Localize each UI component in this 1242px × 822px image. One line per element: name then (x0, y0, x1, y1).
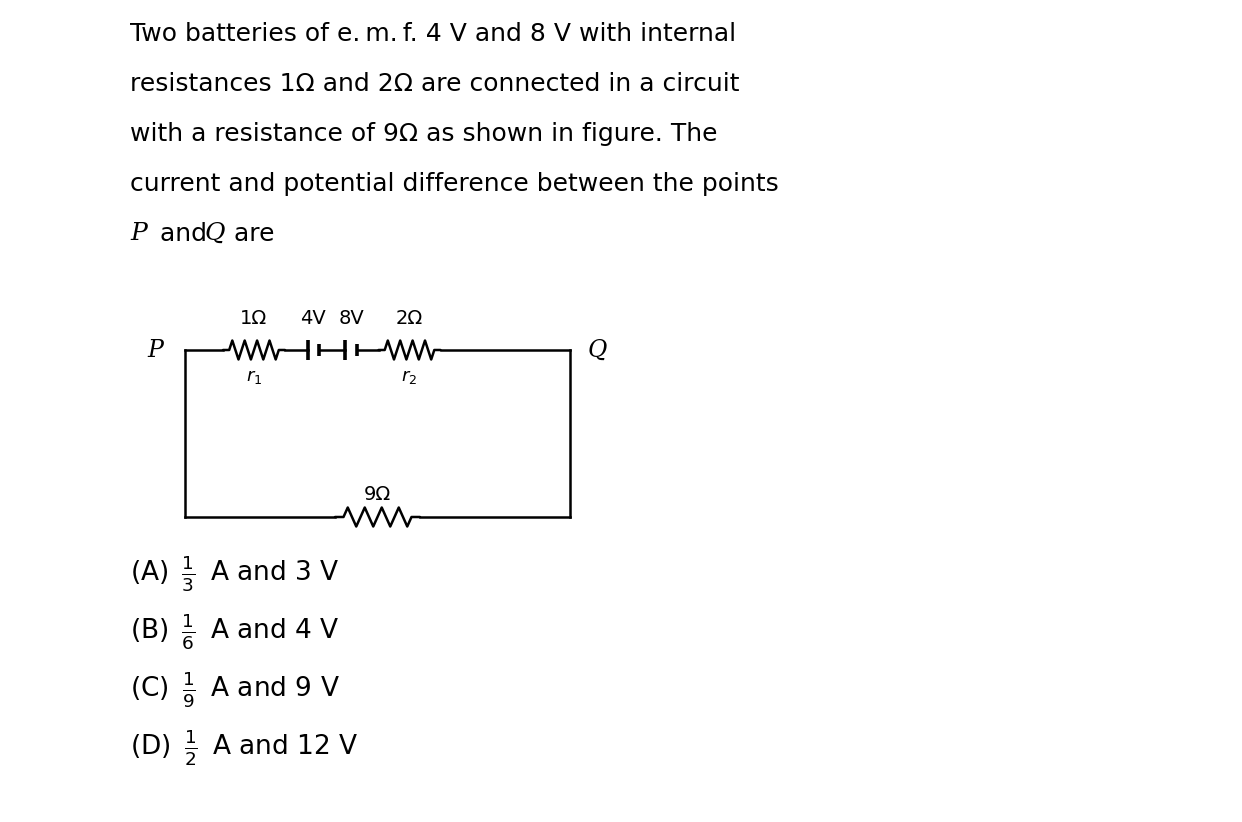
Text: are: are (226, 222, 274, 246)
Text: Q: Q (587, 339, 607, 362)
Text: (C) $\frac{1}{9}$ A and 9 V: (C) $\frac{1}{9}$ A and 9 V (130, 670, 340, 710)
Text: resistances 1Ω and 2Ω are connected in a circuit: resistances 1Ω and 2Ω are connected in a… (130, 72, 739, 96)
Text: current and potential difference between the points: current and potential difference between… (130, 172, 779, 196)
Text: Q: Q (204, 222, 225, 245)
Text: P: P (147, 339, 163, 362)
Text: 4V: 4V (301, 309, 325, 328)
Text: (B) $\frac{1}{6}$ A and 4 V: (B) $\frac{1}{6}$ A and 4 V (130, 612, 339, 652)
Text: 8V: 8V (338, 309, 364, 328)
Text: Two batteries of e. m. f. 4 V and 8 V with internal: Two batteries of e. m. f. 4 V and 8 V wi… (130, 22, 737, 46)
Text: 9Ω: 9Ω (364, 485, 391, 504)
Text: (D) $\frac{1}{2}$ A and 12 V: (D) $\frac{1}{2}$ A and 12 V (130, 728, 359, 769)
Text: 1Ω: 1Ω (241, 309, 267, 328)
Text: and: and (152, 222, 215, 246)
Text: $r_1$: $r_1$ (246, 368, 262, 386)
Text: with a resistance of 9Ω as shown in figure. The: with a resistance of 9Ω as shown in figu… (130, 122, 718, 146)
Text: (A) $\frac{1}{3}$ A and 3 V: (A) $\frac{1}{3}$ A and 3 V (130, 554, 339, 594)
Text: 2Ω: 2Ω (396, 309, 424, 328)
Text: P: P (130, 222, 147, 245)
Text: $r_2$: $r_2$ (401, 368, 417, 386)
